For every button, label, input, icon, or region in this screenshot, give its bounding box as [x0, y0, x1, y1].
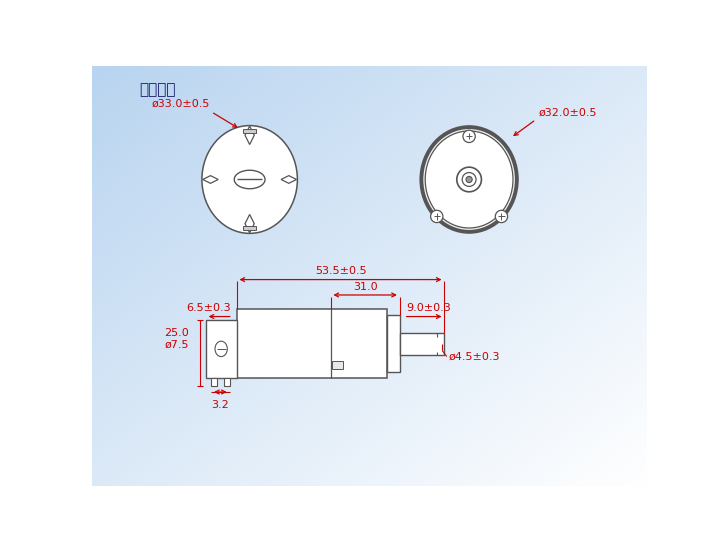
Ellipse shape: [431, 210, 443, 223]
Bar: [206, 319, 237, 378]
Ellipse shape: [234, 170, 265, 189]
Bar: [400, 334, 444, 355]
Text: 3.2: 3.2: [212, 400, 229, 410]
Text: ø32.0±0.5: ø32.0±0.5: [539, 108, 597, 118]
Bar: [243, 225, 256, 229]
Text: 外形尺寸: 外形尺寸: [140, 82, 176, 97]
Bar: [237, 309, 387, 378]
Polygon shape: [245, 126, 254, 145]
Bar: [387, 315, 400, 372]
Polygon shape: [281, 176, 297, 183]
Polygon shape: [203, 176, 218, 183]
Polygon shape: [245, 215, 254, 233]
Text: 9.0±0.3: 9.0±0.3: [406, 304, 451, 313]
Text: 53.5±0.5: 53.5±0.5: [315, 266, 366, 276]
Text: 31.0: 31.0: [353, 282, 377, 292]
Bar: [211, 378, 217, 386]
Ellipse shape: [466, 176, 472, 182]
Text: ø4.5±0.3: ø4.5±0.3: [449, 352, 500, 361]
Ellipse shape: [456, 167, 482, 192]
Ellipse shape: [202, 126, 297, 233]
Ellipse shape: [463, 130, 475, 143]
Ellipse shape: [462, 173, 476, 186]
Ellipse shape: [215, 341, 228, 357]
Bar: [332, 361, 343, 369]
Ellipse shape: [421, 127, 517, 232]
Text: 25.0: 25.0: [164, 329, 189, 339]
Text: ø7.5: ø7.5: [164, 340, 189, 350]
Bar: [224, 378, 230, 386]
Text: 6.5±0.3: 6.5±0.3: [186, 304, 230, 313]
Text: ø33.0±0.5: ø33.0±0.5: [151, 99, 210, 109]
Ellipse shape: [495, 210, 508, 223]
Ellipse shape: [426, 131, 513, 228]
Bar: [243, 129, 256, 133]
